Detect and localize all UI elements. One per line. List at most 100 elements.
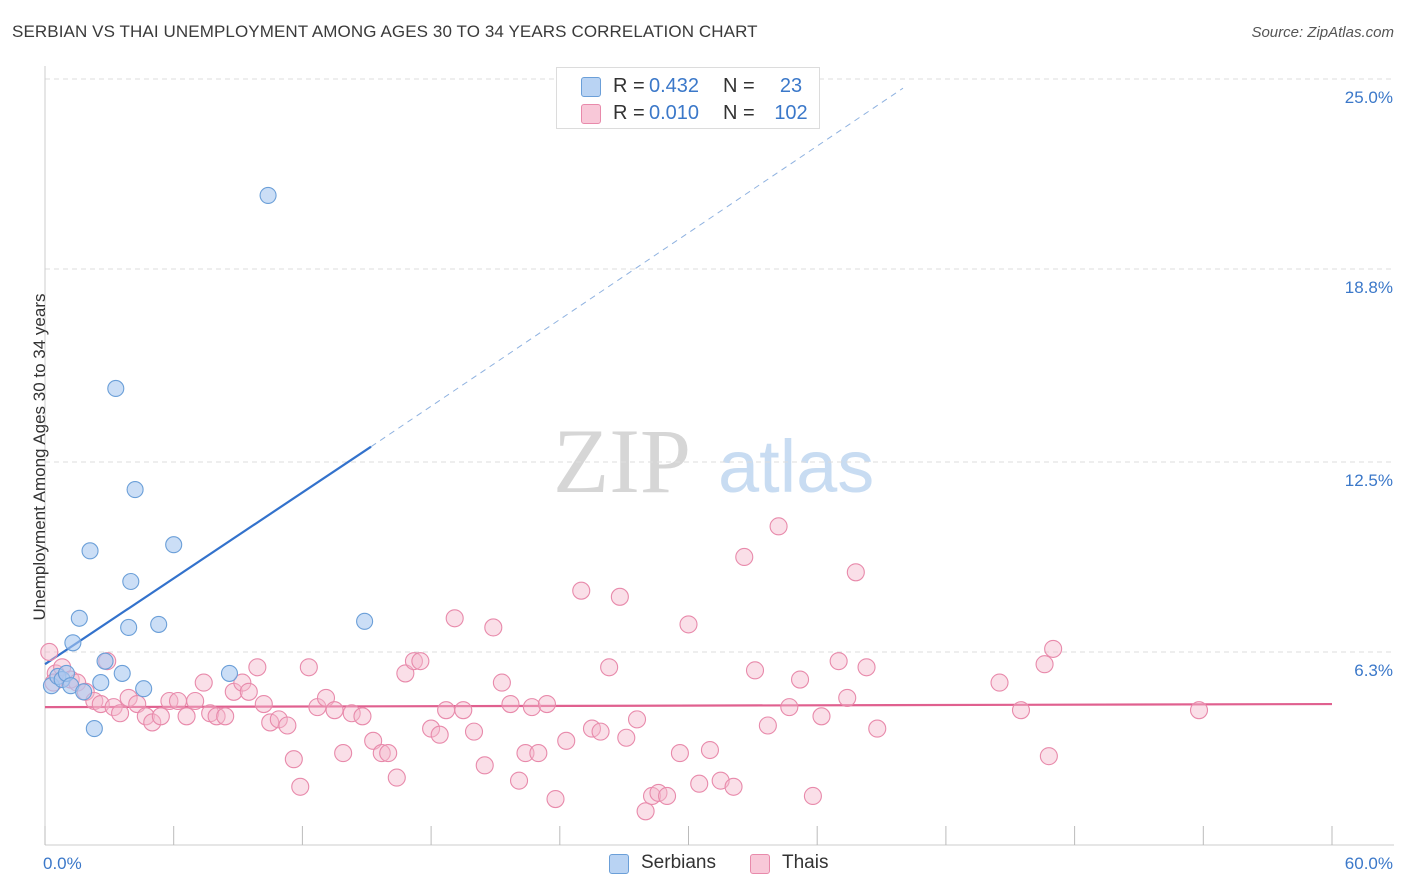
thai-point [316,688,336,707]
thai-point [454,701,473,720]
thai-point [600,658,619,677]
thai-point [679,615,698,634]
serbian-point [107,379,125,398]
thai-point [411,652,430,671]
thai-point [128,695,147,714]
thai-point [1035,655,1054,674]
thai-point [111,704,130,723]
thai-swatch [581,104,601,124]
serbian-legend-swatch [609,854,629,874]
thai-points [40,517,1209,821]
thai-point [396,664,415,683]
thai-point [690,774,709,793]
serbian-point [92,674,110,692]
tick-labels: 6.3% 12.5% 18.8% 25.0% 0.0% 60.0% [43,88,1393,873]
thai-point [627,710,647,729]
y-tick-label: 18.8% [1345,278,1393,297]
thai-point [1044,639,1063,658]
serbian-point [96,652,114,670]
thai-point [194,673,213,692]
grid-lines [45,78,1394,653]
thai-point [254,695,273,714]
serbian-point [220,664,239,682]
watermark-zip: ZIP [553,410,691,512]
serbian-points [42,186,374,738]
thai-point [1189,701,1209,720]
thai-legend-label: Thais [782,852,829,873]
thai-point [464,722,484,741]
thai-point [1039,747,1058,766]
thai-point [636,802,655,821]
thai-point [617,728,636,747]
thai-point [364,731,383,750]
thai-point [342,704,361,723]
thai-point [516,744,535,763]
serbian-point [122,572,140,591]
serbian-swatch [581,77,601,97]
thai-point [557,731,576,750]
serbian-n-value: 23 [779,75,803,97]
serbian-point [75,683,93,701]
series-legend: Serbians Thais [0,850,1406,878]
serbian-point [135,680,153,698]
thai-point [829,652,848,671]
thai-point [735,547,754,567]
y-tick-label: 6.3% [1354,661,1393,680]
thai-point [372,744,391,763]
thai-point [745,661,765,680]
x-tick-label-max: 60.0% [1345,854,1393,873]
thai-point [284,750,303,769]
x-tick-label-min: 0.0% [43,854,82,873]
thai-point [591,722,610,741]
thai-point [846,563,865,582]
thai-point [868,719,887,738]
thai-point [724,777,743,796]
serbian-point [126,481,144,499]
thai-point [186,691,205,711]
watermark: ZIP atlas [553,410,874,512]
thai-point [1011,701,1031,720]
y-tick-label: 12.5% [1345,471,1393,490]
thai-point [790,670,810,689]
serbian-point [120,618,138,637]
thai-point [325,701,344,720]
thai-point [437,701,456,720]
thai-point [492,673,511,692]
y-axis-label: Unemployment Among Ages 30 to 34 years [30,293,49,621]
thai-point [546,789,565,809]
thai-point [445,609,464,628]
thai-point [387,768,406,787]
thai-point [610,587,629,606]
thai-point [299,658,318,677]
serbian-r-value: 0.432 [649,75,700,97]
serbian-point [81,542,99,560]
thai-point [475,756,494,775]
serbian-n-label: N = [723,75,755,97]
thai-point [168,691,188,711]
thai-point [291,777,310,796]
thai-point [700,740,720,760]
thai-point [572,581,591,600]
serbian-point [356,612,374,630]
y-tick-label: 25.0% [1345,88,1393,107]
serbian-trend-extension [370,87,904,448]
serbian-legend-label: Serbians [641,852,716,873]
source-label: Source: ZipAtlas.com [1251,24,1394,41]
thai-n-value: 102 [774,102,808,124]
thai-point [233,673,252,692]
serbian-point [259,186,277,204]
thai-point [857,658,876,677]
thai-point [278,716,297,735]
thai-point [529,744,548,763]
thai-point [758,716,777,735]
serbian-point [113,664,131,682]
serbian-trend-line [44,445,372,666]
thai-point [769,517,788,536]
chart-title: SERBIAN VS THAI UNEMPLOYMENT AMONG AGES … [12,22,758,41]
thai-point [353,707,372,726]
thai-point [484,618,503,637]
watermark-atlas: atlas [718,425,874,508]
trend-lines [44,87,1333,709]
thai-point [780,698,799,717]
serbian-r-label: R = [613,75,645,97]
